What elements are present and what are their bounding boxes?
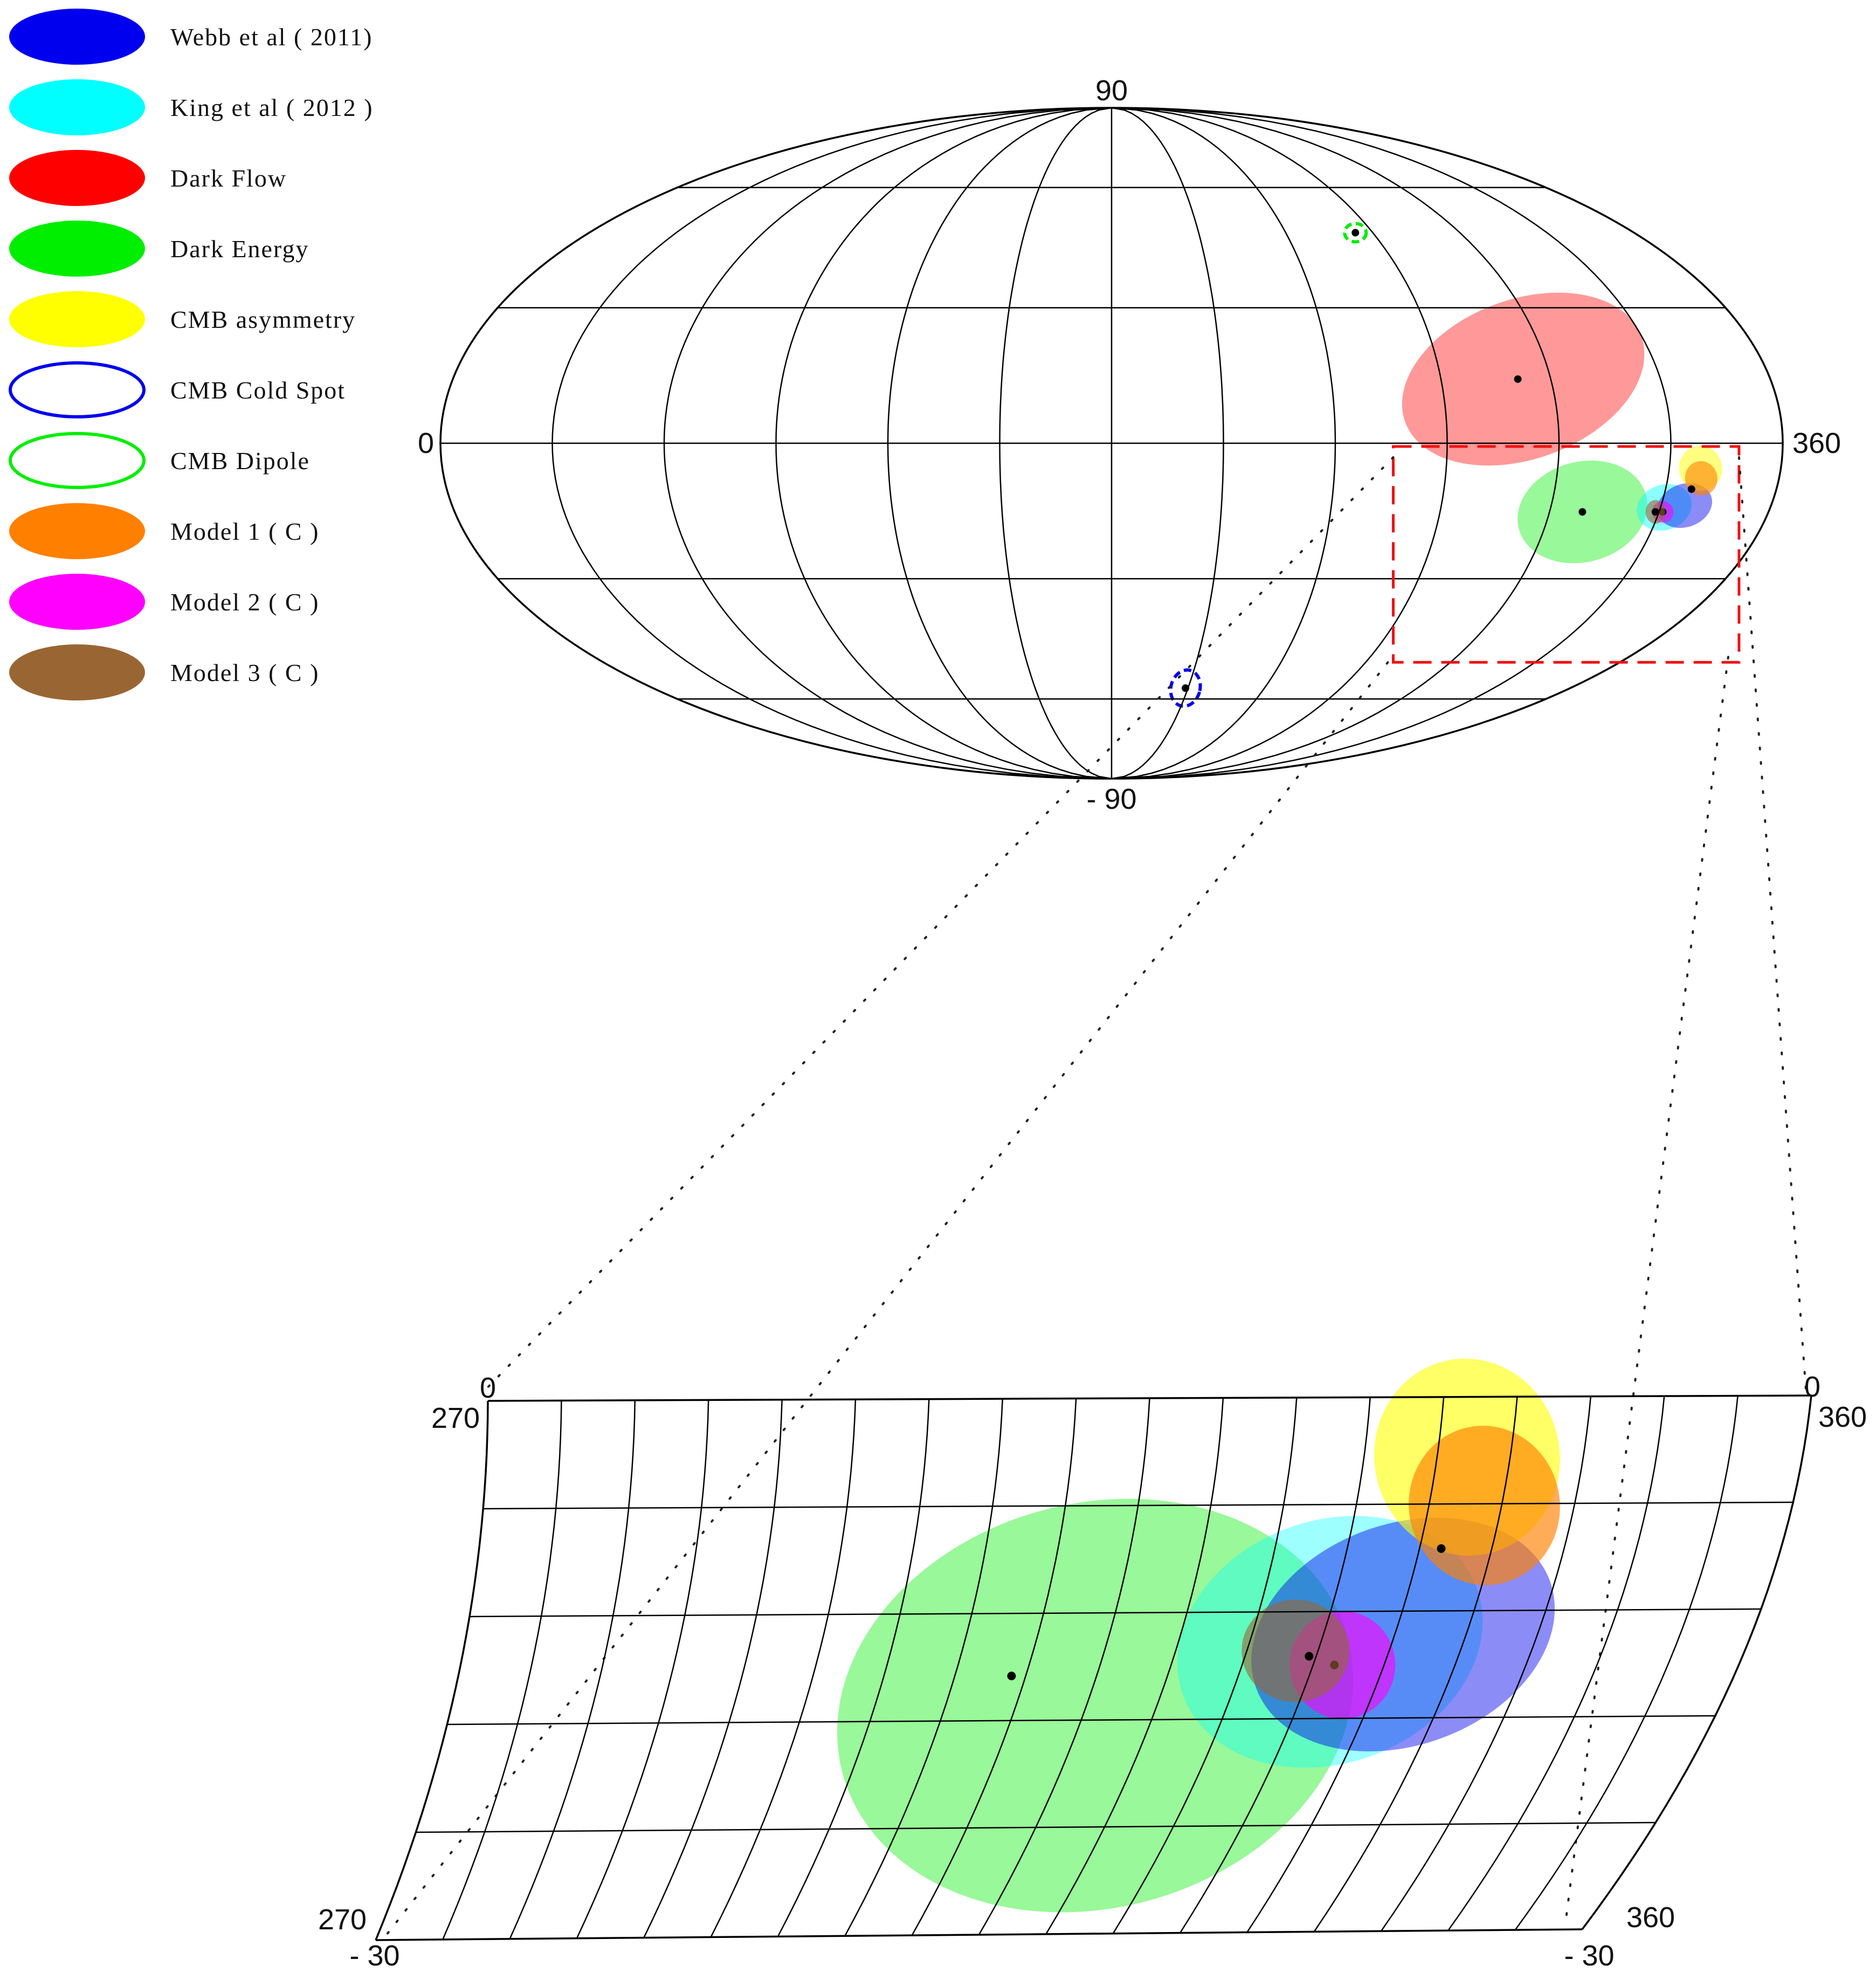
legend: Webb et al ( 2011) King et al ( 2012 ) Dar… [9,9,374,700]
zoom-bottom-right-lon-label: 360 [1626,1901,1675,1934]
legend-swatch-cmb-asymmetry [9,291,145,347]
zoom-connector-1 [479,456,1395,1397]
sky-region-dark-flow [1402,292,1645,466]
zoom-parallel--18 [447,1715,1715,1725]
zoom-meridian-355 [1514,1395,1739,1930]
zoom-map: 0 270 0 360 270 - 30 360 - 30 [318,1358,1867,1972]
sky-map: 90 - 90 0 360 [418,74,1841,815]
sky-map-grid [439,107,1784,780]
legend-label-cmb-asymmetry: CMB asymmetry [170,306,356,333]
zoom-meridian-280 [509,1400,636,1940]
zoom-meridian-310 [911,1398,1077,1936]
zoom-box [1392,445,1741,664]
zoom-center-model-1-c [1437,1544,1446,1553]
zoom-parallel--24 [416,1821,1656,1833]
legend-label-king-et-al-2012: King et al ( 2012 ) [170,94,374,121]
sky-center-cmb-dipole [1351,229,1360,237]
zoom-top-left-lat-label: 0 [480,1372,496,1404]
zoom-meridian-300 [777,1399,930,1937]
sky-center-dark-energy [1578,508,1587,516]
lon-left-label: 0 [418,427,434,459]
zoom-top-right-lat-label: 0 [1804,1371,1820,1403]
zoom-meridian-340 [1313,1397,1518,1933]
legend-swatch-king-et-al-2012 [9,79,145,135]
legend-label-dark-flow: Dark Flow [170,164,287,192]
legend-swatch-dark-energy [9,221,145,277]
zoom-meridian-315 [978,1398,1150,1935]
zoom-meridian-285 [576,1400,709,1939]
zoom-map-regions [837,1358,1560,1913]
zoom-parallel--30 [375,1928,1583,1941]
zoom-bottom-left-lat-label: - 30 [349,1940,399,1972]
zoom-region-model-1-c [1409,1426,1560,1585]
sky-map-regions [1169,222,1722,708]
legend-swatch-cmb-dipole [9,432,146,489]
zoom-top-right-lon-label: 360 [1818,1401,1867,1433]
zoom-meridian-305 [844,1399,1003,1936]
zoom-bottom-left-lon-label: 270 [318,1903,367,1936]
legend-swatch-model-2-c [9,574,145,630]
zoom-map-labels: 0 270 0 360 270 - 30 360 - 30 [318,1371,1867,1972]
zoom-meridian-335 [1246,1397,1445,1933]
zoom-region-model-3-c [1242,1599,1350,1702]
zoom-meridian-270 [375,1400,489,1941]
sky-center-dark-flow [1514,375,1522,383]
zoom-map-grid [375,1394,1812,1941]
zoom-region-dark-energy [837,1498,1353,1913]
sky-center-model-3-c [1651,508,1659,516]
sky-map-labels: 90 - 90 0 360 [418,74,1841,815]
zoom-connector-4 [1565,656,1729,1920]
zoom-meridian-275 [442,1400,562,1940]
legend-label-model-3-c: Model 3 ( C ) [170,659,319,686]
lat-top-label: 90 [1095,74,1128,107]
legend-swatch-cmb-cold-spot [9,361,146,418]
legend-swatch-model-1-c [9,503,145,559]
zoom-parallel-0 [487,1394,1812,1402]
zoom-parallel--12 [469,1608,1761,1618]
zoom-meridian-320 [1045,1398,1224,1935]
lon-right-label: 360 [1792,427,1841,459]
zoom-meridian-295 [710,1399,857,1937]
zoom-meridian-350 [1447,1395,1665,1931]
legend-swatch-model-3-c [9,644,145,700]
legend-label-model-1-c: Model 1 ( C ) [170,518,319,545]
legend-label-model-2-c: Model 2 ( C ) [170,588,319,616]
legend-label-webb-et-al-2011: Webb et al ( 2011) [170,23,373,51]
zoom-parallel--6 [483,1501,1794,1510]
zoom-meridian-290 [643,1399,783,1938]
zoom-center-dark-energy [1007,1672,1016,1681]
sky-center-model-1-c [1687,485,1695,493]
zoom-center-model-3-c [1305,1652,1314,1661]
sky-region-cmb-dipole [1343,222,1368,244]
legend-label-dark-energy: Dark Energy [170,235,309,263]
legend-label-cmb-cold-spot: CMB Cold Spot [170,376,346,404]
zoom-connector-3 [1737,456,1807,1391]
lat-bottom-label: - 90 [1086,783,1136,815]
legend-swatch-dark-flow [9,150,145,206]
legend-label-cmb-dipole: CMB Dipole [170,447,310,475]
zoom-meridian-330 [1179,1397,1371,1934]
zoom-meridian-345 [1380,1396,1592,1932]
zoom-meridian-325 [1112,1397,1298,1934]
zoom-meridian-360 [1581,1395,1812,1930]
zoom-bottom-right-lat-label: - 30 [1564,1940,1614,1972]
zoom-top-left-lon-label: 270 [431,1402,480,1434]
legend-swatch-webb-et-al-2011 [9,9,145,65]
zoom-connectors [385,456,1807,1936]
